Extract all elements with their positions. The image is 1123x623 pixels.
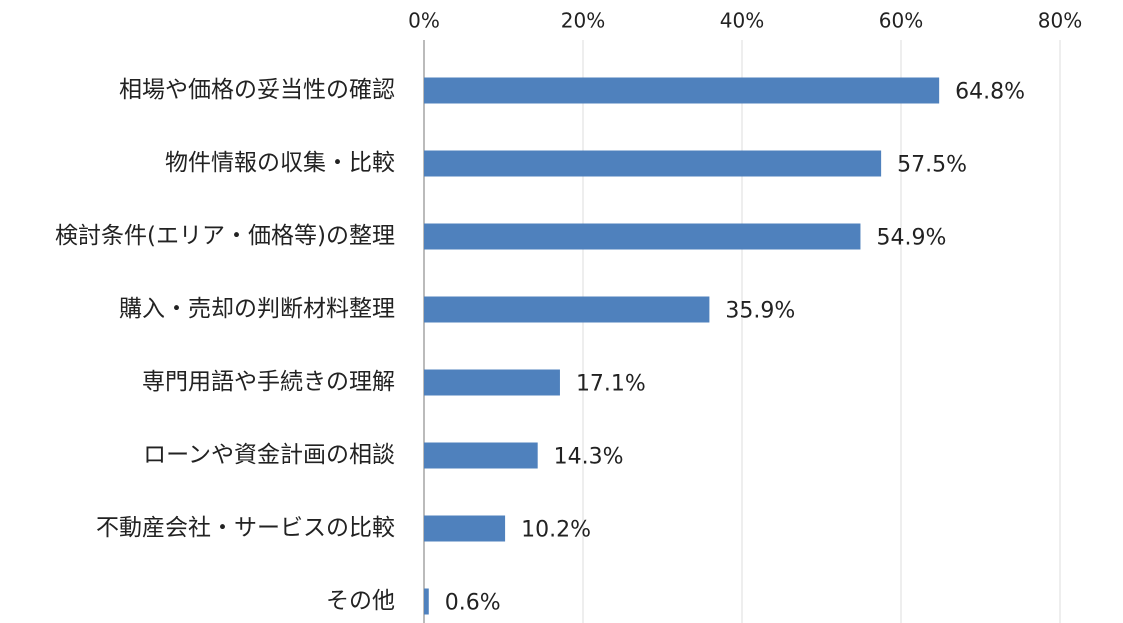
bar (424, 369, 560, 396)
y-tick-label: 相場や価格の妥当性の確認 (119, 77, 395, 103)
y-tick-label: 不動産会社・サービスの比較 (96, 515, 395, 541)
y-tick-label: ローンや資金計画の相談 (143, 442, 395, 468)
bar (424, 150, 882, 177)
x-tick-label: 20% (561, 9, 605, 33)
y-tick-label: 物件情報の収集・比較 (165, 150, 395, 176)
y-tick-label: 検討条件(エリア・価格等)の整理 (55, 223, 395, 249)
bar (424, 442, 538, 469)
x-tick-label: 40% (720, 9, 764, 33)
value-label: 17.1% (576, 372, 646, 397)
y-tick-label: 購入・売却の判断材料整理 (119, 296, 395, 322)
value-label: 35.9% (725, 299, 795, 324)
x-tick-label: 0% (408, 9, 440, 33)
bar (424, 77, 940, 104)
bar (424, 588, 429, 615)
x-tick-label: 80% (1038, 9, 1082, 33)
y-tick-label: 専門用語や手続きの理解 (142, 369, 395, 395)
value-label: 57.5% (897, 153, 967, 178)
x-tick-label: 60% (879, 9, 923, 33)
bar (424, 515, 506, 542)
value-label: 10.2% (521, 518, 591, 543)
bar (424, 296, 710, 323)
value-label: 14.3% (554, 445, 624, 470)
y-tick-label: その他 (326, 588, 395, 614)
bar (424, 223, 861, 250)
value-label: 64.8% (955, 80, 1025, 105)
value-label: 54.9% (876, 226, 946, 251)
value-label: 0.6% (445, 591, 501, 616)
